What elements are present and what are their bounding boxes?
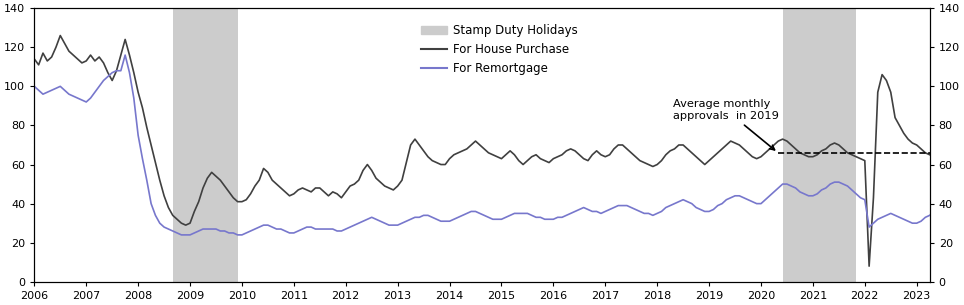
Text: Average monthly
approvals  in 2019: Average monthly approvals in 2019 xyxy=(673,99,779,150)
Legend: Stamp Duty Holidays, For House Purchase, For Remortgage: Stamp Duty Holidays, For House Purchase,… xyxy=(416,20,582,80)
Bar xyxy=(173,8,238,282)
Bar xyxy=(783,8,856,282)
